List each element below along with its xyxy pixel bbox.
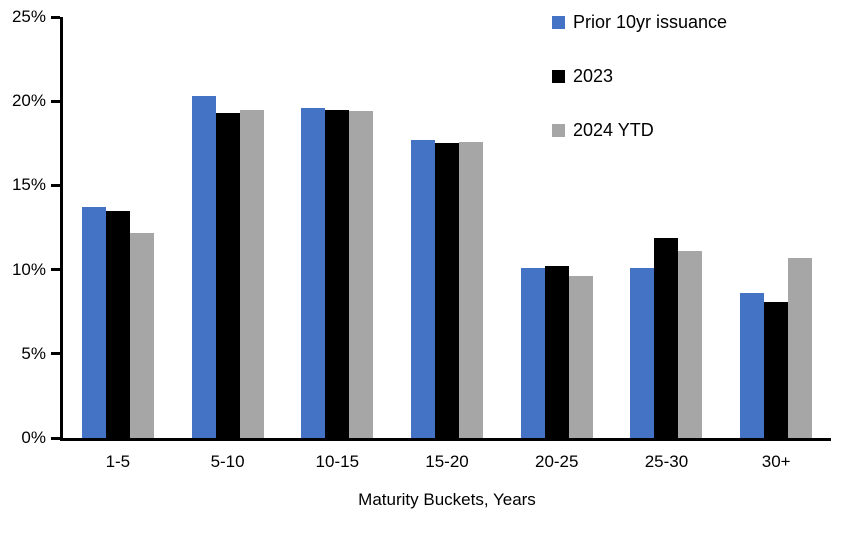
bar	[191, 96, 216, 438]
y-axis-tick	[51, 352, 60, 356]
x-axis-category-label: 25-30	[644, 452, 689, 471]
bar	[568, 276, 593, 438]
x-axis-labels: 1-5 5-10 10-15 15-20 20-25 25-30 30+	[63, 452, 831, 472]
legend-swatch	[552, 69, 565, 83]
bar	[81, 207, 106, 438]
y-axis-tick	[51, 268, 60, 272]
bar-group-25-30	[612, 17, 722, 438]
bar	[435, 143, 460, 438]
bar-group-15-20	[392, 17, 502, 438]
legend-item: 2023	[552, 66, 727, 86]
bar-group-20-25	[502, 17, 612, 438]
x-axis-category-label: 10-15	[315, 452, 360, 471]
bar	[301, 107, 326, 438]
bar	[544, 266, 569, 438]
bar	[630, 267, 655, 438]
y-axis-tick-label: 25%	[11, 7, 46, 26]
x-axis-category-label: 5-10	[210, 452, 245, 471]
y-axis-tick-label: 5%	[21, 343, 46, 363]
y-axis-tick-label: 0%	[21, 428, 46, 447]
legend-label: 2023	[573, 66, 614, 86]
legend-label: 2024 YTD	[573, 120, 654, 140]
bar	[105, 210, 130, 438]
legend-swatch	[552, 15, 565, 29]
plot-area	[51, 15, 831, 441]
y-axis-tick-label: 20%	[11, 91, 46, 111]
x-axis-category-label: 1-5	[105, 452, 131, 471]
bar-group-10-15	[282, 17, 392, 438]
x-axis-category-label: 20-25	[534, 452, 579, 471]
bar-group-1-5	[63, 17, 173, 438]
y-axis-tick	[51, 183, 60, 187]
legend-item: Prior 10yr issuance	[552, 12, 727, 32]
bar	[349, 111, 374, 438]
bar	[459, 141, 484, 438]
bar	[129, 232, 154, 438]
bar	[788, 257, 813, 438]
x-axis-category-label: 15-20	[425, 452, 469, 471]
bar-group-5-10	[173, 17, 283, 438]
legend-swatch	[552, 123, 565, 137]
y-axis-tick-label: 15%	[11, 175, 46, 195]
bar	[678, 251, 703, 438]
bar	[740, 293, 765, 438]
legend-item: 2024 YTD	[552, 120, 727, 140]
bar	[520, 267, 545, 438]
bar-group-30+	[721, 17, 831, 438]
y-axis-tick	[51, 99, 60, 103]
y-axis-tick	[51, 15, 60, 19]
x-axis-category-label: 30+	[761, 452, 791, 471]
legend: Prior 10yr issuance 2023 2024 YTD	[552, 12, 727, 174]
bar	[764, 301, 789, 438]
bar	[215, 113, 240, 438]
y-axis-tick	[51, 436, 60, 440]
bar	[654, 237, 679, 438]
legend-label: Prior 10yr issuance	[573, 12, 728, 32]
bar	[411, 139, 436, 438]
bar	[239, 109, 264, 438]
bar-groups	[63, 17, 831, 438]
y-axis-tick-label: 10%	[11, 259, 46, 279]
x-axis-title: Maturity Buckets, Years	[358, 490, 536, 509]
bar	[325, 109, 350, 438]
